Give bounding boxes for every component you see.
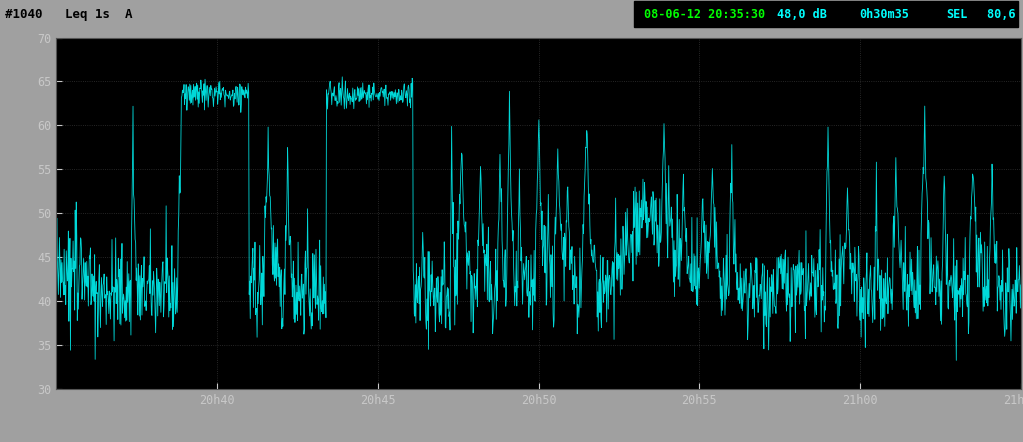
Text: 48,0 dB: 48,0 dB bbox=[777, 8, 828, 21]
Text: SEL: SEL bbox=[946, 8, 968, 21]
FancyBboxPatch shape bbox=[634, 1, 1018, 27]
Text: 0h30m35: 0h30m35 bbox=[859, 8, 909, 21]
Text: 80,6 dB: 80,6 dB bbox=[987, 8, 1023, 21]
Text: 08-06-12 20:35:30: 08-06-12 20:35:30 bbox=[644, 8, 765, 21]
Text: #1040   Leq 1s  A: #1040 Leq 1s A bbox=[5, 8, 133, 21]
